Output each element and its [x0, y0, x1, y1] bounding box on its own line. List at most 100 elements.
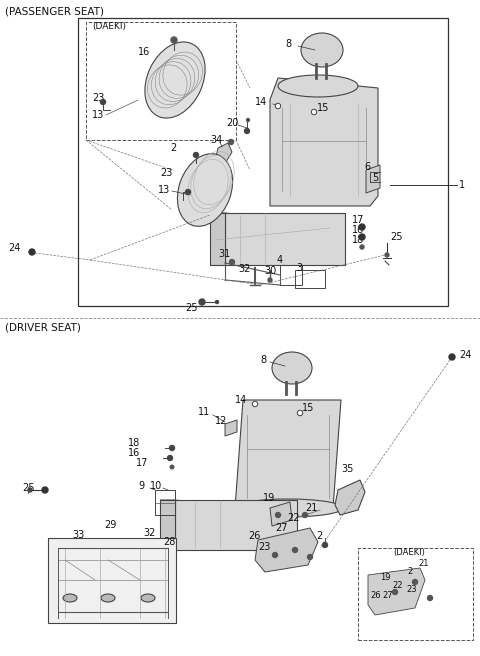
Text: 14: 14 [235, 395, 247, 405]
Text: 8: 8 [260, 355, 266, 365]
Text: 33: 33 [72, 530, 84, 540]
Text: 21: 21 [418, 558, 429, 567]
Circle shape [216, 300, 218, 304]
Text: (DRIVER SEAT): (DRIVER SEAT) [5, 323, 81, 333]
Text: 27: 27 [382, 592, 393, 600]
Text: 15: 15 [317, 103, 329, 113]
Text: 20: 20 [226, 118, 239, 128]
Circle shape [360, 245, 364, 249]
Text: 22: 22 [287, 513, 300, 523]
Text: 28: 28 [163, 537, 175, 547]
Text: 17: 17 [352, 215, 364, 225]
Text: 2: 2 [170, 143, 176, 153]
Text: 25: 25 [22, 483, 35, 493]
Text: 6: 6 [364, 162, 370, 172]
Ellipse shape [301, 33, 343, 67]
Text: 18: 18 [352, 235, 364, 245]
Ellipse shape [63, 594, 77, 602]
Circle shape [412, 579, 418, 584]
Polygon shape [225, 213, 345, 265]
Text: 25: 25 [185, 303, 197, 313]
Circle shape [276, 512, 280, 518]
Polygon shape [210, 213, 345, 228]
Text: 35: 35 [341, 464, 353, 474]
Polygon shape [160, 500, 297, 515]
Polygon shape [235, 400, 341, 508]
Bar [78, 18, 448, 306]
Text: 13: 13 [158, 185, 170, 195]
Text: 19: 19 [263, 493, 275, 503]
Ellipse shape [101, 594, 115, 602]
Text: 19: 19 [380, 573, 391, 583]
Circle shape [100, 100, 106, 104]
Circle shape [312, 110, 315, 113]
Circle shape [385, 253, 389, 257]
Ellipse shape [145, 42, 205, 118]
Bar [295, 270, 325, 288]
Circle shape [247, 119, 250, 121]
Bar [155, 490, 175, 515]
Bar [86, 22, 236, 140]
Text: 11: 11 [198, 407, 210, 417]
Text: (DAEKI): (DAEKI) [92, 22, 126, 31]
Circle shape [323, 543, 327, 548]
Circle shape [253, 403, 256, 405]
Polygon shape [366, 165, 380, 193]
Text: 23: 23 [258, 542, 270, 552]
Text: 23: 23 [92, 93, 104, 103]
Text: 30: 30 [264, 266, 276, 276]
Text: 25: 25 [390, 232, 403, 242]
Polygon shape [225, 420, 237, 436]
Text: 34: 34 [210, 135, 222, 145]
Circle shape [170, 465, 174, 469]
Text: 27: 27 [275, 523, 288, 533]
Text: 16: 16 [352, 225, 364, 235]
Circle shape [268, 278, 272, 282]
Polygon shape [270, 502, 292, 526]
Text: (PASSENGER SEAT): (PASSENGER SEAT) [5, 6, 104, 16]
Text: 29: 29 [104, 520, 116, 530]
Circle shape [228, 140, 233, 144]
Text: 4: 4 [277, 255, 283, 265]
Circle shape [449, 354, 455, 360]
Circle shape [185, 190, 191, 194]
Text: 14: 14 [255, 97, 267, 107]
Text: 24: 24 [459, 350, 471, 360]
Text: 15: 15 [302, 403, 314, 413]
Circle shape [28, 488, 32, 492]
Polygon shape [175, 500, 297, 550]
Circle shape [428, 596, 432, 600]
Circle shape [42, 487, 48, 493]
Bar [280, 265, 302, 285]
Bar [358, 548, 473, 640]
Text: 31: 31 [218, 249, 230, 259]
Text: 8: 8 [285, 39, 291, 49]
Circle shape [252, 401, 257, 407]
Polygon shape [210, 213, 225, 265]
Circle shape [299, 411, 301, 415]
Circle shape [308, 554, 312, 560]
Circle shape [302, 512, 308, 518]
Polygon shape [216, 143, 232, 162]
Ellipse shape [178, 154, 233, 226]
Polygon shape [368, 568, 425, 615]
Circle shape [298, 411, 302, 415]
Text: 2: 2 [316, 531, 322, 541]
Text: 26: 26 [248, 531, 260, 541]
Text: (DAEKI): (DAEKI) [393, 548, 425, 558]
Text: 3: 3 [296, 263, 302, 273]
Polygon shape [335, 480, 365, 515]
Polygon shape [270, 78, 378, 206]
Text: 21: 21 [305, 503, 317, 513]
Bar [48, 538, 176, 623]
Text: 1: 1 [459, 180, 465, 190]
Text: 13: 13 [92, 110, 104, 120]
Circle shape [168, 455, 172, 461]
Text: 32: 32 [143, 528, 156, 538]
Text: 9: 9 [138, 481, 144, 491]
Polygon shape [160, 500, 175, 550]
Circle shape [193, 152, 199, 157]
Circle shape [359, 234, 365, 240]
Text: 18: 18 [128, 438, 140, 448]
Text: 23: 23 [406, 586, 417, 594]
